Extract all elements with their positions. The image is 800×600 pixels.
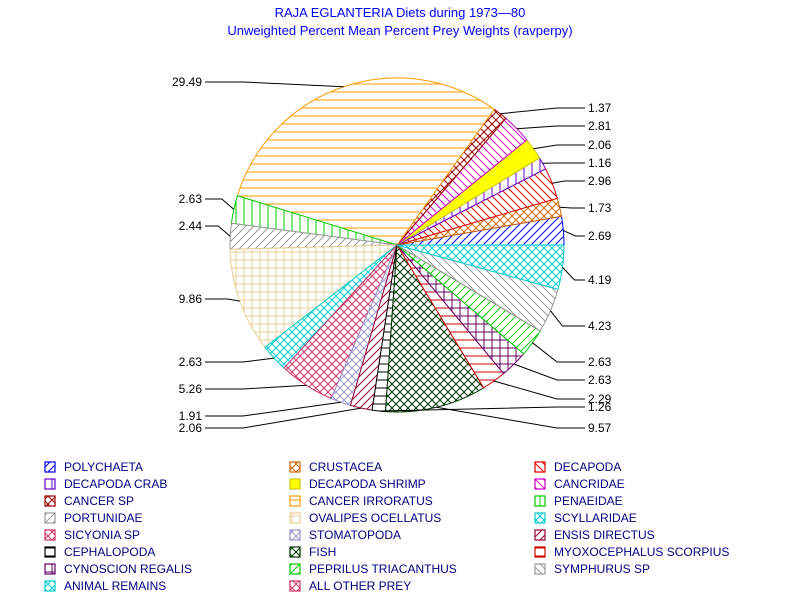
- leader-line: [205, 225, 231, 237]
- legend-label: CYNOSCION REGALIS: [64, 562, 192, 576]
- slice-value-label: 2.44: [179, 219, 203, 233]
- legend-label: DECAPODA: [554, 460, 621, 474]
- legend-label: POLYCHAETA: [64, 460, 143, 474]
- chart-subtitle: Unweighted Percent Mean Percent Prey Wei…: [227, 23, 572, 38]
- legend-label: PORTUNIDAE: [64, 511, 142, 525]
- legend-label: STOMATOPODA: [309, 528, 401, 542]
- slice-value-label: 2.63: [588, 355, 612, 369]
- legend-label: OVALIPES OCELLATUS: [309, 511, 441, 525]
- leader-line: [516, 125, 585, 130]
- leader-line: [205, 401, 341, 417]
- leader-line: [205, 384, 307, 390]
- legend-swatch: [44, 546, 56, 558]
- legend-label: PENAEIDAE: [554, 494, 623, 508]
- leader-line: [378, 406, 585, 412]
- legend-label: CANCRIDAE: [554, 477, 625, 491]
- slice-value-label: 1.73: [588, 201, 612, 215]
- legend-swatch: [534, 461, 546, 473]
- legend-label: CANCER IRRORATUS: [309, 494, 433, 508]
- slice-value-label: 9.86: [179, 292, 203, 306]
- legend-swatch: [44, 478, 56, 490]
- slice-labels: 2.69 1.73 2.96 1.16 2.06 2.81 1.37 29.49 2.63 2.4…: [172, 75, 612, 435]
- slice-value-label: 1.91: [179, 409, 203, 423]
- legend-swatch: [289, 580, 301, 592]
- legend-label: ANIMAL REMAINS: [64, 579, 166, 593]
- slice-value-label: 29.49: [172, 75, 202, 89]
- leader-line: [205, 357, 275, 363]
- legend-swatch: [44, 512, 56, 524]
- leader-line: [205, 407, 362, 429]
- leader-line: [205, 198, 235, 210]
- legend-label: MYOXOCEPHALUS SCORPIUS: [554, 545, 729, 559]
- legend-label: SICYONIA SP: [64, 528, 140, 542]
- legend-label: ALL OTHER PREY: [309, 579, 411, 593]
- slice-value-label: 4.23: [588, 319, 612, 333]
- slice-value-label: 2.29: [588, 392, 612, 406]
- legend-label: DECAPODA CRAB: [64, 477, 167, 491]
- slice-value-label: 2.06: [179, 421, 203, 435]
- legend-swatch: [289, 529, 301, 541]
- leader-line: [552, 180, 585, 184]
- leader-line: [205, 298, 240, 302]
- pie-slices: [229, 77, 565, 413]
- legend-label: CEPHALOPODA: [64, 545, 155, 559]
- legend-swatch: [289, 512, 301, 524]
- slice-value-label: 2.06: [588, 138, 612, 152]
- legend-label: CRUSTACEA: [309, 460, 382, 474]
- legend-swatch: [44, 580, 56, 592]
- legend-swatch: [534, 478, 546, 490]
- pie-slice: [396, 244, 565, 291]
- slice-value-label: 1.16: [588, 156, 612, 170]
- leader-line: [550, 310, 585, 327]
- leader-line: [559, 206, 585, 209]
- slice-value-label: 9.57: [588, 421, 612, 435]
- leader-line: [513, 363, 585, 381]
- slice-value-label: 1.26: [588, 400, 612, 414]
- legend-swatch: [44, 563, 56, 575]
- legend-label: FISH: [309, 545, 336, 559]
- legend-swatch: [534, 495, 546, 507]
- legend-label: PEPRILUS TRIACANTHUS: [309, 562, 457, 576]
- leader-line: [533, 144, 585, 150]
- legend-label: SYMPHURUS SP: [554, 562, 650, 576]
- legend-swatch: [289, 546, 301, 558]
- leader-line: [532, 342, 585, 363]
- legend-swatch: [289, 461, 301, 473]
- leader-line: [500, 107, 585, 115]
- legend-swatch: [289, 478, 301, 490]
- slice-value-label: 2.63: [179, 355, 203, 369]
- legend-swatch: [44, 529, 56, 541]
- legend-swatch: [534, 546, 546, 558]
- leader-line: [563, 230, 585, 237]
- legend-label: ENSIS DIRECTUS: [554, 528, 655, 542]
- slice-value-label: 4.19: [588, 273, 612, 287]
- legend-swatch: [534, 512, 546, 524]
- slice-value-label: 1.37: [588, 101, 612, 115]
- slice-value-label: 5.26: [179, 382, 203, 396]
- legend-label: DECAPODA SHRIMP: [309, 477, 426, 491]
- legend-swatch: [289, 563, 301, 575]
- slice-value-label: 2.69: [588, 229, 612, 243]
- legend-swatch: [44, 495, 56, 507]
- slice-value-label: 2.63: [179, 192, 203, 206]
- leader-line: [205, 81, 344, 88]
- slice-value-label: 2.96: [588, 174, 612, 188]
- leader-line: [562, 267, 585, 281]
- legend: POLYCHAETA CRUSTACEA DECAPODA DECAPODA CRAB…: [44, 460, 729, 593]
- legend-swatch: [289, 495, 301, 507]
- legend-swatch: [534, 563, 546, 575]
- slice-value-label: 2.81: [588, 119, 612, 133]
- pie-slice: [229, 244, 399, 349]
- legend-label: SCYLLARIDAE: [554, 511, 637, 525]
- leader-line: [436, 406, 585, 429]
- legend-label: CANCER SP: [64, 494, 134, 508]
- chart-title: RAJA EGLANTERIA Diets during 1973—80: [275, 5, 526, 20]
- slice-value-label: 2.63: [588, 373, 612, 387]
- legend-swatch: [44, 461, 56, 473]
- leader-line: [493, 380, 585, 400]
- legend-swatch: [534, 529, 546, 541]
